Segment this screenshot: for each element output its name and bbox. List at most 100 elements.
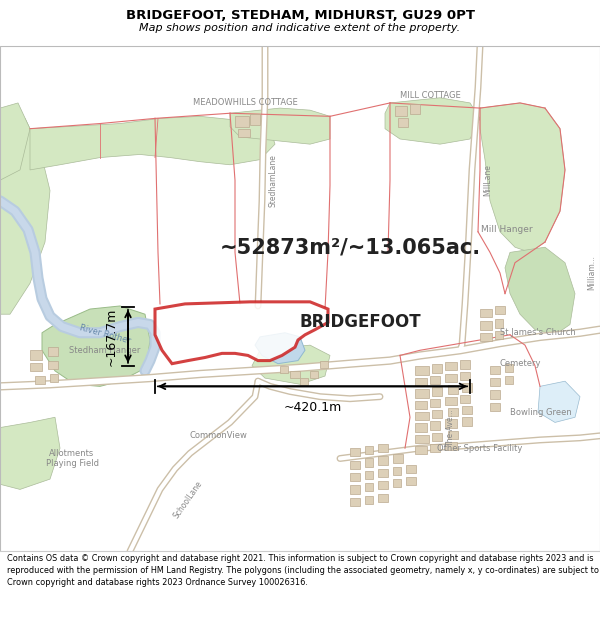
Polygon shape: [155, 302, 328, 364]
Bar: [350, 485, 360, 494]
Bar: [415, 424, 427, 432]
Text: Milliam...: Milliam...: [587, 256, 596, 291]
Bar: [48, 348, 58, 356]
Bar: [490, 366, 500, 374]
Bar: [460, 372, 470, 380]
Bar: [460, 359, 470, 369]
Bar: [432, 432, 442, 441]
Text: River Rother: River Rother: [79, 324, 131, 346]
Polygon shape: [0, 118, 50, 314]
Bar: [365, 446, 373, 454]
Text: BRIDGEFOOT: BRIDGEFOOT: [299, 314, 421, 331]
Bar: [378, 444, 388, 452]
Bar: [430, 399, 440, 407]
Bar: [48, 361, 58, 369]
Bar: [448, 386, 458, 394]
Bar: [432, 410, 442, 418]
Polygon shape: [30, 116, 275, 170]
Bar: [50, 374, 58, 382]
Bar: [365, 459, 373, 467]
Polygon shape: [385, 98, 480, 144]
Bar: [280, 366, 288, 373]
Bar: [480, 309, 492, 318]
Bar: [462, 406, 472, 414]
Text: Stedham Hanger: Stedham Hanger: [70, 346, 140, 355]
Bar: [393, 479, 401, 488]
Polygon shape: [230, 108, 330, 144]
Text: The-Ave...: The-Ave...: [445, 409, 455, 446]
Bar: [448, 408, 458, 416]
Bar: [393, 467, 401, 475]
Bar: [35, 376, 45, 384]
Text: ~420.1m: ~420.1m: [283, 401, 341, 414]
Text: Contains OS data © Crown copyright and database right 2021. This information is : Contains OS data © Crown copyright and d…: [7, 554, 599, 587]
Bar: [490, 391, 500, 399]
Bar: [505, 376, 513, 384]
Bar: [378, 469, 388, 477]
Bar: [480, 332, 492, 341]
Bar: [445, 362, 457, 370]
Bar: [378, 494, 388, 502]
Polygon shape: [480, 103, 565, 252]
Text: BRIDGEFOOT, STEDHAM, MIDHURST, GU29 0PT: BRIDGEFOOT, STEDHAM, MIDHURST, GU29 0PT: [125, 9, 475, 22]
Bar: [445, 442, 457, 450]
Bar: [365, 496, 373, 504]
Bar: [365, 471, 373, 479]
Bar: [480, 321, 492, 329]
Polygon shape: [255, 332, 305, 364]
Bar: [406, 477, 416, 485]
Bar: [415, 446, 427, 454]
Polygon shape: [42, 306, 150, 386]
Bar: [398, 118, 408, 127]
Bar: [250, 114, 260, 124]
Bar: [432, 364, 442, 373]
Text: StedhamLane: StedhamLane: [268, 154, 277, 207]
Bar: [378, 481, 388, 489]
Text: Bowling Green: Bowling Green: [510, 408, 572, 417]
Bar: [430, 421, 440, 429]
Bar: [350, 461, 360, 469]
Polygon shape: [538, 381, 580, 423]
Bar: [448, 431, 458, 439]
Text: CommonView: CommonView: [189, 431, 247, 441]
Bar: [490, 378, 500, 386]
Polygon shape: [0, 103, 30, 180]
Bar: [415, 412, 429, 421]
Bar: [410, 104, 420, 114]
Polygon shape: [505, 248, 575, 335]
Text: SchoolLane: SchoolLane: [172, 479, 204, 520]
Bar: [310, 371, 318, 378]
Text: MEADOWHILLS COTTAGE: MEADOWHILLS COTTAGE: [193, 98, 298, 107]
Bar: [320, 361, 328, 368]
Text: MillLane: MillLane: [483, 164, 492, 196]
Text: Allotments
Playing Field: Allotments Playing Field: [46, 449, 98, 468]
Text: Cemetery: Cemetery: [500, 359, 542, 368]
Text: Map shows position and indicative extent of the property.: Map shows position and indicative extent…: [139, 23, 461, 33]
Bar: [445, 374, 457, 382]
Bar: [415, 378, 427, 386]
Bar: [235, 116, 249, 127]
Bar: [445, 397, 457, 405]
Bar: [432, 388, 442, 396]
Bar: [495, 306, 505, 314]
Bar: [495, 331, 503, 339]
Bar: [395, 106, 407, 116]
Polygon shape: [252, 345, 330, 384]
Bar: [505, 364, 513, 372]
Bar: [350, 448, 360, 456]
Bar: [430, 444, 440, 452]
Text: Mill Hanger: Mill Hanger: [481, 225, 533, 234]
Bar: [415, 389, 429, 398]
Bar: [238, 129, 250, 137]
Bar: [460, 394, 470, 403]
Bar: [30, 362, 42, 371]
Bar: [300, 378, 308, 386]
Bar: [378, 456, 388, 464]
Bar: [490, 403, 500, 411]
Bar: [350, 473, 360, 481]
Bar: [445, 419, 457, 428]
Bar: [462, 418, 472, 426]
Bar: [393, 454, 403, 462]
Bar: [462, 383, 472, 391]
Bar: [350, 498, 360, 506]
